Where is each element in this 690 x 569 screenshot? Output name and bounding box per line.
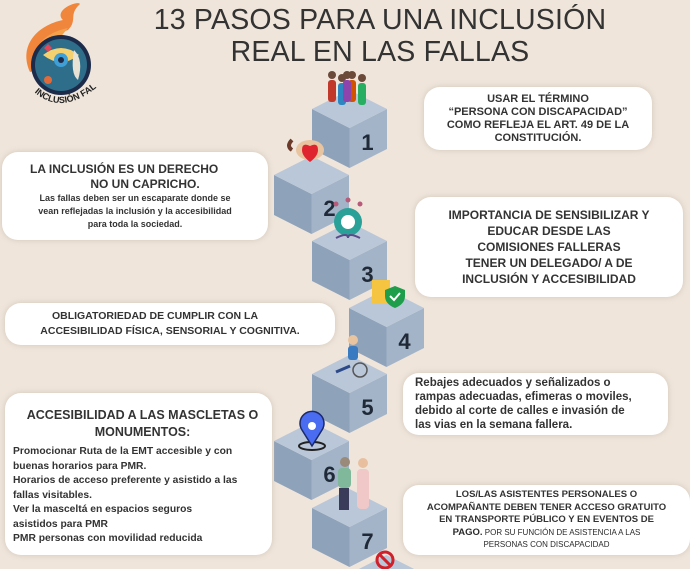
- step-cube-7: 7: [312, 489, 387, 567]
- step-cube-5: 5: [312, 355, 387, 433]
- box-text-line: asistidos para PMR: [13, 518, 108, 530]
- box-text-line: Promocionar Ruta de la EMT accesible y c…: [13, 446, 233, 457]
- box-text-line: Rebajes adecuados y señalizados o: [415, 377, 611, 389]
- box-heading: MONUMENTOS:: [94, 425, 191, 439]
- box-heading: ACCESIBILIDAD A LAS MASCLETAS O: [26, 408, 259, 422]
- no-symbol-icon: [375, 550, 395, 569]
- box-text-line: vean reflejadas la inclusión y la accesi…: [38, 206, 232, 216]
- box-text-line: para toda la sociedad.: [87, 219, 183, 229]
- box-text-pago: PAGO.: [452, 526, 483, 538]
- box-text-line: PMR personas con movilidad reducida: [13, 533, 203, 544]
- box-text-line: LOS/LAS ASISTENTES PERSONALES O: [455, 489, 638, 500]
- step-number: 7: [361, 529, 373, 554]
- cube-right-face: [386, 308, 424, 367]
- location-pin-icon: [298, 410, 326, 451]
- box-text-line: POR SU FUNCIÓN DE ASISTENCIA A LAS: [482, 527, 641, 537]
- cube-left-face: [274, 175, 312, 234]
- box-text-line: buenas horarios para PMR.: [13, 460, 147, 472]
- box-text-line: fallas visitables.: [13, 489, 92, 501]
- cube-top-face: [274, 156, 349, 194]
- box-usar-termino: USAR EL TÉRMINO “PERSONA CON DISCAPACIDA…: [424, 87, 652, 150]
- box-mascletas: ACCESIBILIDAD A LAS MASCLETAS O MONUMENT…: [5, 393, 272, 555]
- box-text-line: CONSTITUCIÓN.: [494, 132, 582, 144]
- wheelchair-user-icon: [335, 335, 368, 378]
- step-cube-1: 1: [312, 90, 387, 168]
- box-text-line: ACCESIBILIDAD FÍSICA, SENSORIAL Y COGNIT…: [40, 325, 300, 337]
- box-sensibilizar: IMPORTANCIA DE SENSIBILIZAR Y EDUCAR DES…: [415, 197, 683, 297]
- heart-hands-icon: [287, 138, 324, 162]
- box-obligatoriedad: OBLIGATORIEDAD DE CUMPLIR CON LA ACCESIB…: [5, 303, 335, 345]
- box-text-line: ACOMPAÑANTE DEBEN TENER ACCESO GRATUITO: [426, 501, 667, 513]
- box-text-line: EN TRANSPORTE PÚBLICO Y EN EVENTOS DE: [439, 514, 654, 525]
- cube-left-face: [274, 441, 312, 500]
- elderly-couple-icon: [338, 457, 369, 510]
- step-number: 4: [398, 329, 411, 354]
- step-number: 3: [361, 262, 373, 287]
- box-text-line: “PERSONA CON DISCAPACIDAD”: [448, 106, 628, 118]
- education-gear-icon: [333, 197, 363, 239]
- inclusion-fallera-logo: INCLUSIÓN FALLERA: [8, 0, 98, 105]
- cube-right-face: [349, 374, 387, 433]
- box-text-line: Las fallas deben ser un escaparate donde…: [39, 193, 231, 203]
- step-number: 2: [323, 196, 335, 221]
- box-inclusion-derecho: LA INCLUSIÓN ES UN DERECHO NO UN CAPRICH…: [2, 152, 268, 240]
- box-text-line: INCLUSIÓN Y ACCESIBILIDAD: [462, 272, 636, 286]
- box-text-line: COMISIONES FALLERAS: [477, 240, 621, 254]
- cube-left-face: [312, 241, 350, 300]
- step-number: 5: [361, 395, 373, 420]
- box-heading: LA INCLUSIÓN ES UN DERECHO: [30, 162, 219, 176]
- box-text-line: rampas adecuadas, efimeras o moviles,: [415, 391, 632, 403]
- cube-top-face: [349, 289, 424, 327]
- page-title-line-2: REAL EN LAS FALLAS: [230, 36, 530, 68]
- cube-left-face: [349, 308, 387, 367]
- cube-top-face: [312, 355, 387, 393]
- step-number: 1: [361, 130, 373, 155]
- box-text-line: PERSONAS CON DISCAPACIDAD: [483, 540, 610, 549]
- box-heading: NO UN CAPRICHO.: [90, 177, 200, 191]
- box-asistentes: LOS/LAS ASISTENTES PERSONALES O ACOMPAÑA…: [403, 485, 690, 555]
- cube-right-face: [349, 109, 387, 168]
- box-text-line: OBLIGATORIEDAD DE CUMPLIR CON LA: [51, 310, 259, 322]
- box-text-line: USAR EL TÉRMINO: [487, 93, 589, 105]
- box-text-row: PAGO. POR SU FUNCIÓN DE ASISTENCIA A LAS: [403, 527, 690, 540]
- cube-left-face: [312, 508, 350, 567]
- box-text-line: EDUCAR DESDE LAS: [487, 224, 611, 238]
- cube-top-face: [312, 222, 387, 260]
- document-check-icon: [372, 280, 405, 308]
- step-number: 6: [323, 462, 335, 487]
- box-text-line: IMPORTANCIA DE SENSIBILIZAR Y: [448, 208, 650, 222]
- box-text-line: TENER UN DELEGADO/ A DE: [465, 256, 633, 270]
- box-text-line: las vias en la semana fallera.: [415, 419, 573, 431]
- page-title-line-1: 13 PASOS PARA UNA INCLUSIÓN: [153, 4, 607, 36]
- people-group-icon: [328, 71, 366, 105]
- step-cube-6: 6: [274, 422, 349, 500]
- step-cube-4: 4: [349, 289, 424, 367]
- box-text-line: Horarios de acceso preferente y asistido…: [13, 475, 238, 486]
- box-text-line: Ver la masceltá en espacios seguros: [13, 504, 193, 515]
- cube-right-face: [349, 508, 387, 567]
- box-rebajes: Rebajes adecuados y señalizados o rampas…: [403, 373, 668, 435]
- step-cube-3: 3: [312, 222, 387, 300]
- box-text-line: debido al corte de calles e invasión de: [415, 405, 625, 417]
- box-text-line: COMO REFLEJA EL ART. 49 DE LA: [446, 119, 630, 131]
